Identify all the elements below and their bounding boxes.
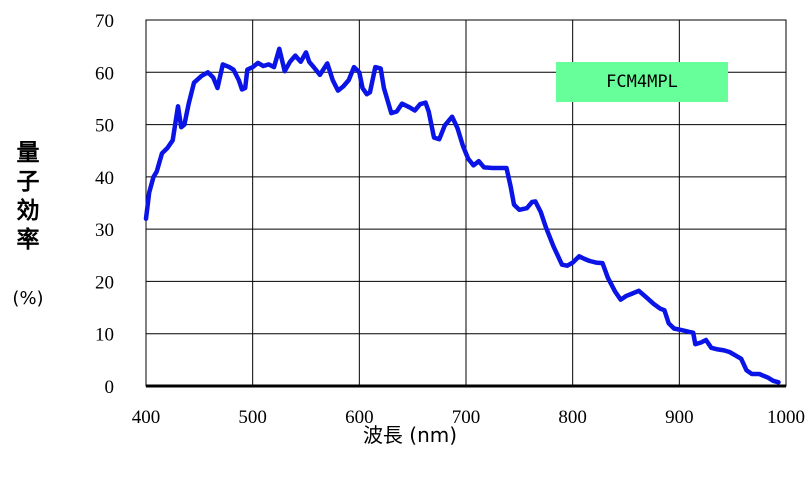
y-axis-title-char: 子 — [17, 169, 40, 195]
x-tick-600: 600 — [345, 407, 374, 428]
series-line-fcm4mpl — [143, 46, 781, 385]
y-tick-60: 60 — [95, 63, 114, 84]
y-tick-0: 0 — [105, 377, 115, 398]
y-tick-40: 40 — [95, 168, 114, 189]
x-tick-700: 700 — [452, 407, 481, 428]
x-tick-labels: 400 500 600 700 800 900 1000 — [132, 407, 805, 428]
y-tick-10: 10 — [95, 325, 114, 346]
y-tick-50: 50 — [95, 116, 114, 137]
x-tick-400: 400 — [132, 407, 161, 428]
y-tick-20: 20 — [95, 272, 114, 293]
legend-box: FCM4MPL — [556, 62, 728, 102]
y-tick-30: 30 — [95, 220, 114, 241]
y-tick-70: 70 — [95, 11, 114, 32]
y-axis-title-char: 効 — [17, 197, 40, 224]
x-tick-800: 800 — [558, 407, 587, 428]
y-tick-labels: 0 10 20 30 40 50 60 70 — [95, 11, 114, 398]
x-tick-500: 500 — [238, 407, 267, 428]
legend-label: FCM4MPL — [606, 72, 678, 92]
y-axis-unit: (%) — [12, 288, 43, 309]
x-axis-title: 波長 (nm) — [363, 423, 457, 447]
y-axis-title-char: 率 — [17, 226, 40, 253]
y-axis-title-char: 量 — [17, 140, 40, 166]
x-tick-900: 900 — [665, 407, 694, 428]
x-tick-1000: 1000 — [767, 407, 805, 428]
